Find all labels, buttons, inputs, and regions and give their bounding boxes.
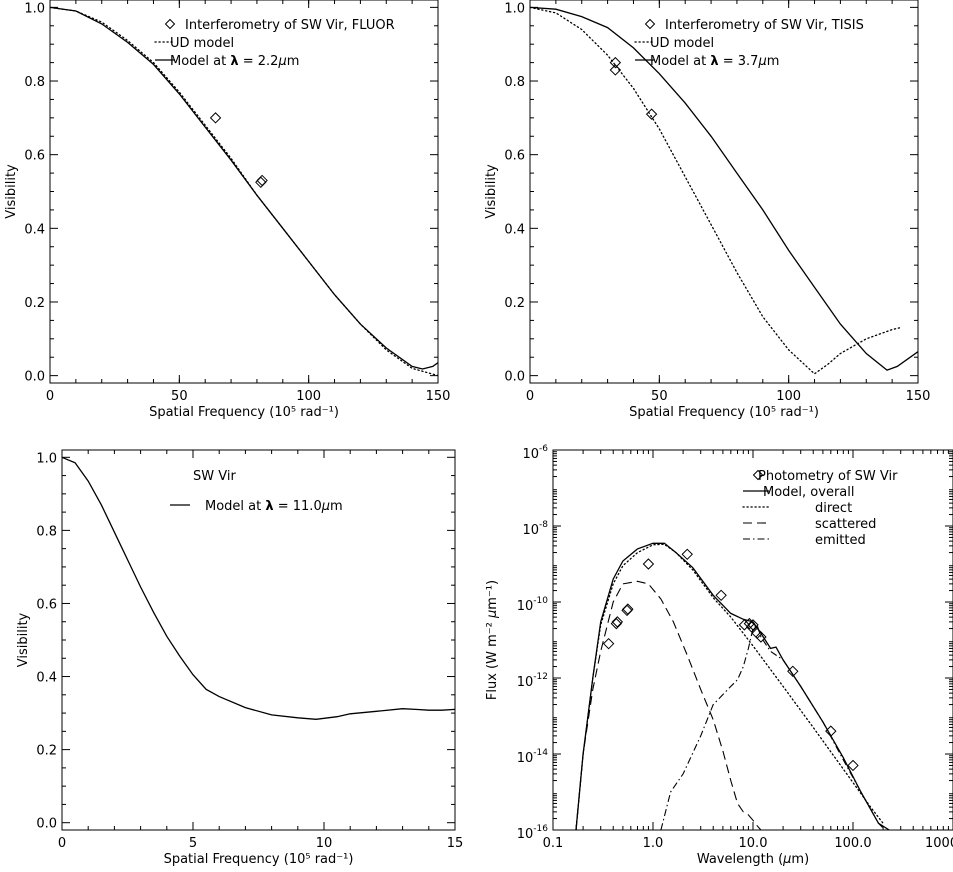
x-tick-label: 100 — [296, 389, 321, 404]
chart-panel-4: 0.1 1.0 10.0 100.0 1000.0 10-16 10-14 10-12 10-1… — [485, 444, 953, 867]
data-point-marker — [715, 589, 727, 602]
x-axis-label: Spatial Frequency (10⁵ rad⁻¹) — [629, 405, 819, 420]
data-point-marker — [609, 56, 622, 69]
x-tick-label: 1000.0 — [925, 836, 953, 851]
x-tick-label: 10.0 — [739, 836, 768, 851]
x-tick-label: 1.0 — [643, 836, 664, 851]
series-group — [530, 6, 918, 375]
y-tick-label: 0.8 — [504, 75, 525, 90]
y-tick-label: 10-10 — [517, 596, 549, 614]
y-tick-label: 0.2 — [24, 296, 45, 311]
data-point-marker — [611, 616, 624, 628]
x-tick-label: 0 — [58, 836, 66, 851]
x-tick-label: 5 — [189, 836, 197, 851]
series-line-4 — [575, 580, 762, 830]
data-point-marker — [738, 619, 751, 631]
legend-label: scattered — [815, 517, 876, 532]
y-axis-label: Flux (W m⁻² μm⁻¹) — [485, 580, 500, 700]
legend-marker — [752, 469, 764, 481]
y-tick-label: 0.0 — [504, 370, 525, 385]
y-tick-label: 1.0 — [36, 451, 57, 466]
data-point-marker — [622, 603, 634, 615]
data-point-marker — [255, 176, 267, 189]
y-tick-label: 10-16 — [517, 824, 549, 842]
chart-panel-2: 0 50 100 150 0.0 0.2 0.4 0.6 0.8 1.0 Spatial Frequ… — [484, 0, 930, 420]
data-point-marker — [209, 112, 222, 124]
series-group — [62, 456, 455, 720]
y-tick-label: 10-8 — [522, 520, 548, 538]
series-line-3 — [50, 6, 438, 370]
y-tick-label: 0.2 — [36, 744, 57, 759]
legend-marker — [644, 18, 656, 30]
y-tick-label: 10-6 — [522, 444, 548, 462]
y-tick-label: 0.6 — [36, 597, 57, 612]
data-point-marker — [755, 631, 767, 643]
y-tick-label: 0.6 — [24, 149, 45, 164]
x-tick-label: 0.1 — [543, 836, 564, 851]
legend-label: Interferometry of SW Vir, TISIS — [665, 18, 864, 33]
x-tick-label: 100 — [776, 389, 801, 404]
data-point-marker — [847, 759, 859, 772]
data-point-marker — [610, 617, 623, 630]
series-line-5 — [660, 623, 886, 830]
y-tick-label: 0.4 — [24, 222, 45, 237]
series-line-3 — [530, 6, 918, 371]
data-point-marker — [642, 558, 655, 570]
x-axis-label: Spatial Frequency (10⁵ rad⁻¹) — [149, 405, 339, 420]
y-tick-label: 0.4 — [36, 671, 57, 686]
x-tick-label: 0 — [526, 389, 534, 404]
y-axis-label: Visibility — [484, 164, 499, 219]
series-group — [50, 6, 438, 377]
legend-marker — [164, 18, 176, 30]
legend-label: Model at λ = 3.7μm — [650, 54, 779, 69]
legend-label: Model at λ = 2.2μm — [170, 54, 299, 69]
y-tick-label: 0.2 — [504, 296, 525, 311]
x-axis-label: Spatial Frequency (10⁵ rad⁻¹) — [164, 852, 354, 867]
y-tick-label: 0.0 — [24, 370, 45, 385]
series-line-2 — [575, 542, 890, 830]
x-tick-label: 50 — [651, 389, 668, 404]
series-line-1 — [62, 456, 455, 720]
y-tick-label: 0.8 — [36, 524, 57, 539]
y-tick-label: 1.0 — [24, 1, 45, 16]
series-line-3 — [575, 543, 884, 830]
y-tick-label: 0.4 — [504, 222, 525, 237]
x-tick-label: 0 — [46, 389, 54, 404]
data-point-marker — [645, 108, 658, 120]
y-tick-label: 1.0 — [504, 1, 525, 16]
chart-panel-1: 0 50 100 150 0.0 0.2 0.4 0.6 0.8 1.0 Spatial Frequ… — [4, 0, 450, 420]
legend-label: Interferometry of SW Vir, FLUOR — [185, 18, 395, 33]
data-point-marker — [609, 64, 622, 76]
x-tick-label: 150 — [426, 389, 451, 404]
data-point-marker — [256, 174, 268, 187]
legend-label: UD model — [650, 36, 714, 51]
legend-label: Model at λ = 11.0μm — [205, 499, 343, 514]
x-tick-label: 150 — [906, 389, 931, 404]
series-group — [575, 542, 890, 830]
x-tick-label: 100.0 — [834, 836, 871, 851]
data-point-marker — [602, 637, 615, 650]
y-tick-label: 10-12 — [517, 672, 548, 690]
y-tick-label: 10-14 — [517, 748, 549, 766]
legend-label: emitted — [815, 533, 866, 548]
x-tick-label: 10 — [316, 836, 333, 851]
x-tick-label: 15 — [447, 836, 464, 851]
legend-label: direct — [815, 501, 852, 516]
data-point-marker — [681, 548, 693, 561]
legend-label: Model, overall — [763, 485, 854, 500]
chart-annotation: SW Vir — [193, 469, 236, 484]
y-tick-label: 0.8 — [24, 75, 45, 90]
chart-panel-3: 0 5 10 15 0.0 0.2 0.4 0.6 0.8 1.0 Spatial Frequenc… — [16, 449, 464, 867]
plot-frame — [552, 449, 953, 831]
series-line-2 — [530, 6, 901, 375]
x-axis-label: Wavelength (μm) — [697, 852, 809, 867]
legend-label: UD model — [170, 36, 234, 51]
legend-label: Photometry of SW Vir — [758, 469, 898, 484]
y-tick-label: 0.0 — [36, 817, 57, 832]
x-tick-label: 50 — [171, 389, 188, 404]
y-tick-label: 0.6 — [504, 149, 525, 164]
y-axis-label: Visibility — [16, 612, 31, 667]
y-axis-label: Visibility — [4, 164, 19, 219]
